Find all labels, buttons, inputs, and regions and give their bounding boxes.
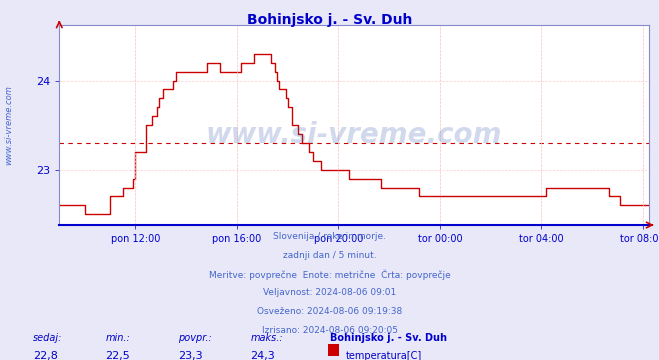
Text: www.si-vreme.com: www.si-vreme.com	[206, 121, 502, 149]
Text: Slovenija / reke in morje.: Slovenija / reke in morje.	[273, 232, 386, 241]
Text: 22,5: 22,5	[105, 351, 130, 360]
Text: 23,3: 23,3	[178, 351, 202, 360]
Text: sedaj:: sedaj:	[33, 333, 63, 343]
Text: Izrisano: 2024-08-06 09:20:05: Izrisano: 2024-08-06 09:20:05	[262, 326, 397, 335]
Text: 22,8: 22,8	[33, 351, 58, 360]
Text: povpr.:: povpr.:	[178, 333, 212, 343]
Text: Veljavnost: 2024-08-06 09:01: Veljavnost: 2024-08-06 09:01	[263, 288, 396, 297]
Text: www.si-vreme.com: www.si-vreme.com	[4, 85, 13, 165]
Text: Bohinjsko j. - Sv. Duh: Bohinjsko j. - Sv. Duh	[330, 333, 447, 343]
Text: Meritve: povprečne  Enote: metrične  Črta: povprečje: Meritve: povprečne Enote: metrične Črta:…	[209, 270, 450, 280]
Text: zadnji dan / 5 minut.: zadnji dan / 5 minut.	[283, 251, 376, 260]
Text: Bohinjsko j. - Sv. Duh: Bohinjsko j. - Sv. Duh	[247, 13, 412, 27]
Text: 24,3: 24,3	[250, 351, 275, 360]
Text: min.:: min.:	[105, 333, 130, 343]
Text: maks.:: maks.:	[250, 333, 283, 343]
Text: temperatura[C]: temperatura[C]	[345, 351, 422, 360]
Text: Osveženo: 2024-08-06 09:19:38: Osveženo: 2024-08-06 09:19:38	[257, 307, 402, 316]
